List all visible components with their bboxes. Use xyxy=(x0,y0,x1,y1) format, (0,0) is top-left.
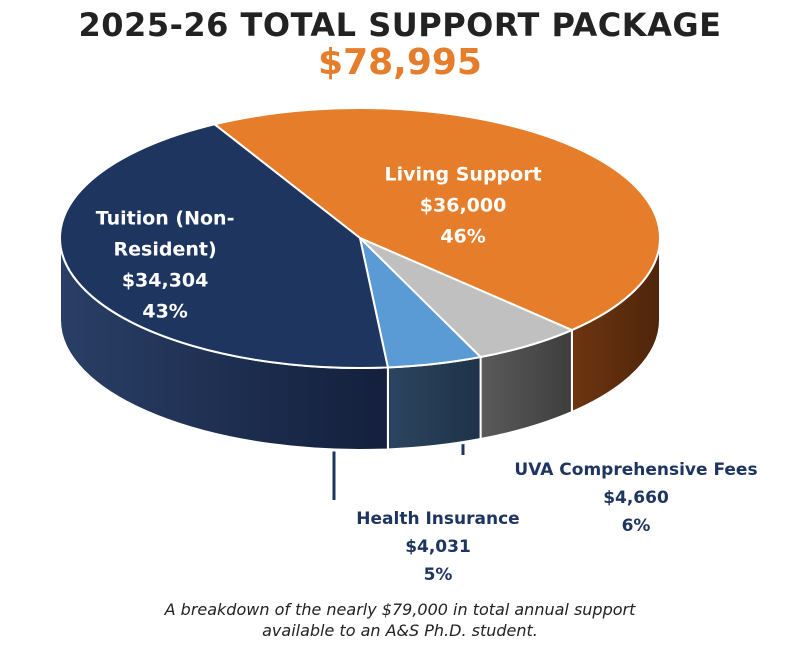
slice-label-health-insurance-3: 5% xyxy=(424,565,453,585)
chart-title: 2025-26 TOTAL SUPPORT PACKAGE xyxy=(78,6,722,44)
slice-label-health-insurance-2: $4,031 xyxy=(405,537,471,557)
slice-label-uva-comprehensive-fees-2: $4,660 xyxy=(603,488,669,508)
pie-slice-tuition-non-resident xyxy=(59,123,389,370)
chart-caption: A breakdown of the nearly $79,000 in tot… xyxy=(0,599,800,641)
slice-label-living-support-3: 46% xyxy=(440,225,485,247)
pie-slice-living-support xyxy=(213,107,661,332)
slice-label-tuition-non-resident-2: Resident) xyxy=(114,239,217,261)
slice-label-health-insurance-1: Health Insurance xyxy=(356,509,519,529)
slice-label-uva-comprehensive-fees-1: UVA Comprehensive Fees xyxy=(514,460,757,480)
slice-label-uva-comprehensive-fees-3: 6% xyxy=(622,516,651,536)
slice-label-tuition-non-resident-4: 43% xyxy=(142,301,187,323)
total-amount: $78,995 xyxy=(318,42,482,83)
slice-label-tuition-non-resident-3: $34,304 xyxy=(122,270,209,292)
slice-label-living-support-1: Living Support xyxy=(384,163,541,185)
caption-line-2: available to an A&S Ph.D. student. xyxy=(262,621,538,640)
caption-line-1: A breakdown of the nearly $79,000 in tot… xyxy=(164,600,636,619)
pie-side-health-insurance xyxy=(386,355,482,451)
slice-label-living-support-2: $36,000 xyxy=(420,194,507,216)
slice-label-tuition-non-resident-1: Tuition (Non- xyxy=(96,208,235,230)
